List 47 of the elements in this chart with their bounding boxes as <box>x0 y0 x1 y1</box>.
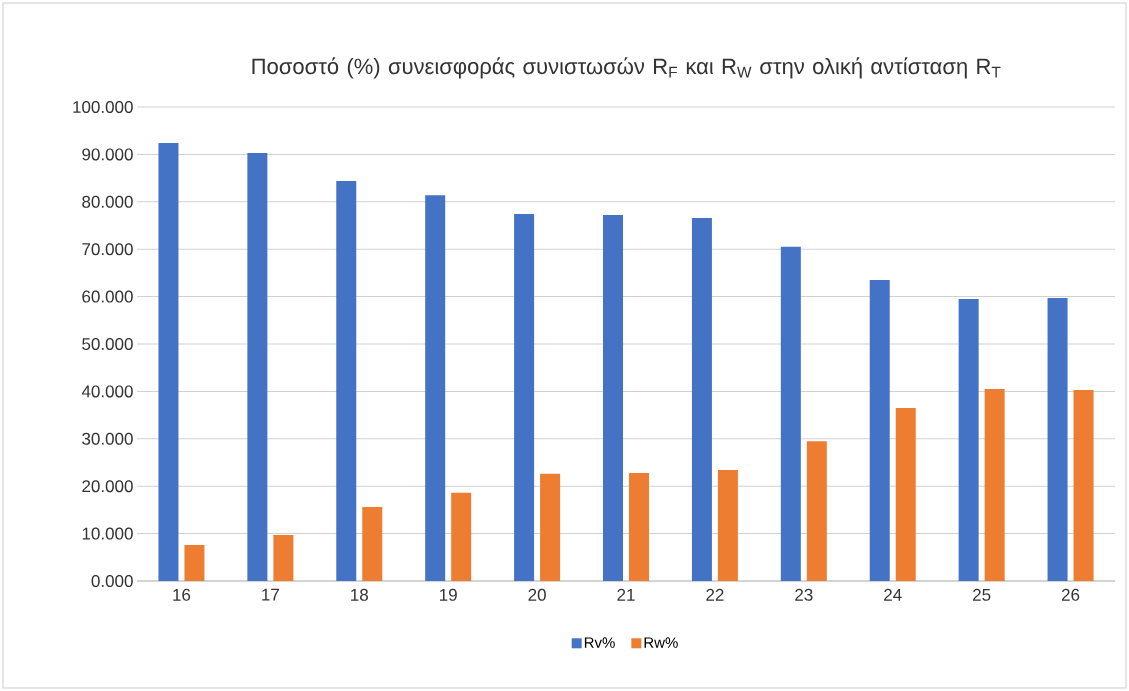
bar <box>717 470 738 581</box>
y-tick-label: 10.000 <box>82 527 133 540</box>
x-tick-label: 23 <box>795 588 813 601</box>
x-tick-label: 20 <box>528 588 546 601</box>
x-tick-label: 19 <box>440 588 457 601</box>
y-tick-label: 100.000 <box>73 100 133 114</box>
bar <box>158 143 179 581</box>
bar <box>984 389 1005 581</box>
bar <box>958 298 979 581</box>
bar <box>336 180 357 581</box>
bar <box>1073 389 1094 581</box>
bar <box>780 246 801 581</box>
y-tick-label: 0.000 <box>91 574 133 588</box>
bar <box>273 535 294 581</box>
x-tick-label: 25 <box>973 588 991 601</box>
y-tick-label: 20.000 <box>82 480 133 493</box>
bar <box>540 473 561 581</box>
bar <box>184 544 205 581</box>
y-tick-label: 40.000 <box>81 385 133 398</box>
chart-title: Ποσοστό (%) συνεισφοράς συνιστωσών R$_{F}$ και R$_{W}$ στην ολική αντίσταση R$_{T}$ <box>252 57 1001 79</box>
bar <box>895 407 916 581</box>
bar <box>806 441 827 581</box>
bar <box>247 152 268 581</box>
bar <box>451 492 472 581</box>
bar <box>603 215 624 581</box>
bar <box>362 507 383 581</box>
x-tick-label: 22 <box>706 588 724 601</box>
y-tick-label: 30.000 <box>82 432 133 445</box>
x-tick-label: 26 <box>1061 588 1080 601</box>
bar <box>691 217 712 581</box>
y-tick-label: 50.000 <box>82 337 133 351</box>
x-tick-label: 18 <box>351 588 368 601</box>
x-tick-label: 21 <box>617 588 635 601</box>
bar <box>869 280 890 581</box>
x-tick-label: 16 <box>173 588 191 601</box>
y-tick-label: 90.000 <box>82 148 133 161</box>
bar <box>514 214 535 581</box>
y-tick-label: 60.000 <box>82 290 133 303</box>
x-tick-label: 17 <box>262 588 279 601</box>
bar <box>1047 298 1068 581</box>
y-tick-label: 70.000 <box>82 243 133 256</box>
bar <box>629 472 650 581</box>
y-tick-label: 80.000 <box>82 195 133 208</box>
x-tick-label: 24 <box>884 588 902 601</box>
legend-label: Rw% <box>644 637 678 648</box>
legend-label: Rv% <box>584 637 615 648</box>
bar <box>425 195 446 581</box>
